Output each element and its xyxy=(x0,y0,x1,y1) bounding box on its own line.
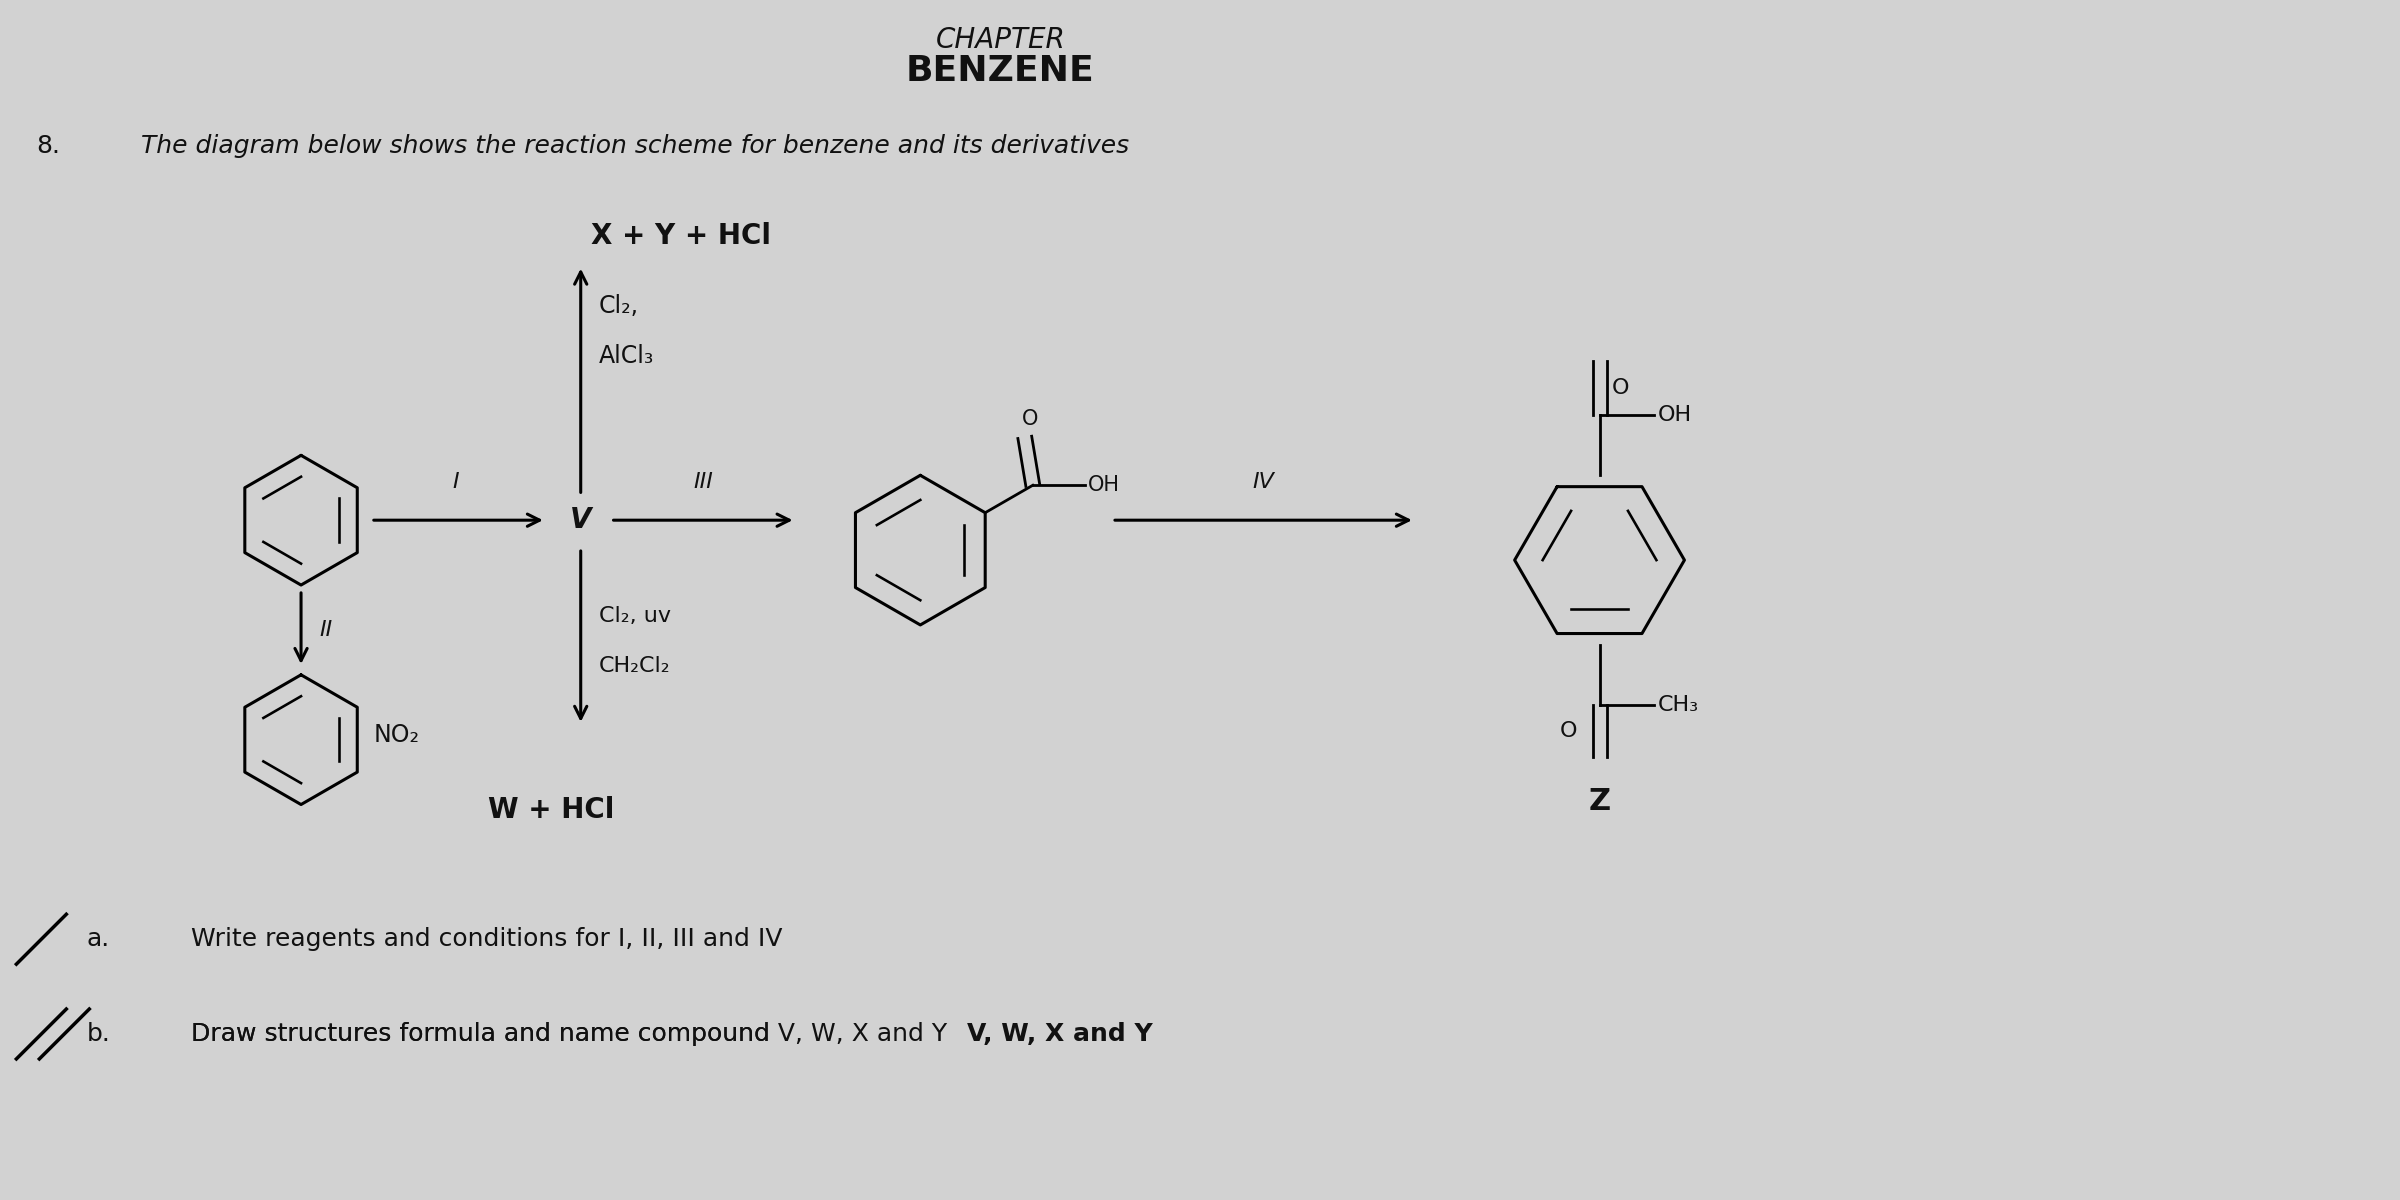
Text: OH: OH xyxy=(1087,475,1121,496)
Text: The diagram below shows the reaction scheme for benzene and its derivatives: The diagram below shows the reaction sch… xyxy=(142,134,1130,158)
Text: b.: b. xyxy=(86,1022,110,1046)
Text: Write reagents and conditions for I, II, III and IV: Write reagents and conditions for I, II,… xyxy=(192,928,782,952)
Text: OH: OH xyxy=(1658,406,1692,426)
Text: W + HCl: W + HCl xyxy=(487,796,614,823)
Text: O: O xyxy=(1560,721,1577,740)
Text: O: O xyxy=(1022,409,1037,430)
Text: Z: Z xyxy=(1589,787,1610,816)
Text: V, W, X and Y: V, W, X and Y xyxy=(967,1022,1152,1046)
Text: II: II xyxy=(319,620,331,640)
Text: CHAPTER: CHAPTER xyxy=(936,26,1066,54)
Text: Cl₂,: Cl₂, xyxy=(598,294,638,318)
Text: X + Y + HCl: X + Y + HCl xyxy=(590,222,770,250)
Text: a.: a. xyxy=(86,928,110,952)
Text: IV: IV xyxy=(1253,473,1274,492)
Text: Draw structures formula and name compound: Draw structures formula and name compoun… xyxy=(192,1022,778,1046)
Text: I: I xyxy=(454,473,458,492)
Text: CH₂Cl₂: CH₂Cl₂ xyxy=(598,656,670,677)
Text: Cl₂, uv: Cl₂, uv xyxy=(598,606,670,626)
Text: BENZENE: BENZENE xyxy=(905,54,1094,89)
Text: O: O xyxy=(1610,378,1630,398)
Text: III: III xyxy=(694,473,713,492)
Text: 8.: 8. xyxy=(36,134,60,158)
Text: V: V xyxy=(569,506,590,534)
Text: AlCl₃: AlCl₃ xyxy=(598,343,655,367)
Text: CH₃: CH₃ xyxy=(1658,695,1699,715)
Text: NO₂: NO₂ xyxy=(374,722,420,746)
Text: Draw structures formula and name compound V, W, X and Y: Draw structures formula and name compoun… xyxy=(192,1022,948,1046)
